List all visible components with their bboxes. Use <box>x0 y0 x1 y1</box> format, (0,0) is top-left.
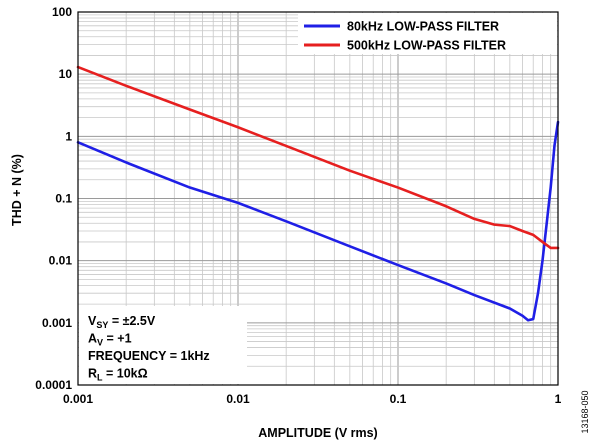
y-tick-label: 0.1 <box>55 192 72 206</box>
legend: 80kHz LOW-PASS FILTER 500kHz LOW-PASS FIL… <box>298 13 557 54</box>
x-tick-label: 0.1 <box>390 392 407 406</box>
legend-label-2: 500kHz LOW-PASS FILTER <box>347 39 506 53</box>
y-axis-title: THD + N (%) <box>10 154 24 226</box>
x-tick-label: 0.01 <box>226 392 250 406</box>
series-line-2 <box>76 65 560 250</box>
series-lines <box>76 65 560 322</box>
y-tick-labels: 100 10 1 0.1 0.01 0.001 0.0001 <box>35 5 72 392</box>
y-tick-label: 100 <box>52 5 72 19</box>
y-tick-label: 10 <box>59 67 73 81</box>
condition-line-4: RL = 10kΩ <box>88 367 148 383</box>
y-tick-label: 1 <box>65 129 72 143</box>
y-tick-label: 0.0001 <box>35 378 72 392</box>
legend-box <box>298 13 557 54</box>
condition-line-1: VSY = ±2.5V <box>88 314 156 330</box>
series-line-1 <box>76 120 560 322</box>
x-tick-label: 1 <box>555 392 562 406</box>
condition-line-2: AV = +1 <box>88 332 132 348</box>
x-axis-title: AMPLITUDE (V rms) <box>258 426 377 440</box>
y-tick-label: 0.01 <box>49 254 73 268</box>
x-tick-label: 0.001 <box>63 392 93 406</box>
conditions-box <box>79 306 247 384</box>
figure-number: 13168-050 <box>580 390 590 433</box>
x-tick-labels: 0.001 0.01 0.1 1 <box>63 392 562 406</box>
plot-frame <box>77 11 559 386</box>
y-tick-label: 0.001 <box>42 316 72 330</box>
condition-line-3: FREQUENCY = 1kHz <box>88 349 210 363</box>
legend-label-1: 80kHz LOW-PASS FILTER <box>347 20 499 34</box>
